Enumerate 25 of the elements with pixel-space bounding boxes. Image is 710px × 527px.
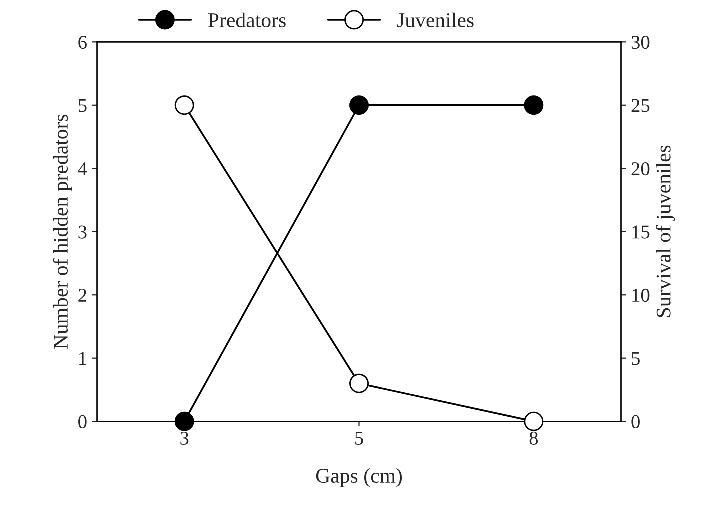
y2-tick-label: 5	[632, 352, 640, 366]
y2-tick-label: 25	[632, 99, 650, 112]
y-tick-label: 5	[78, 99, 87, 112]
x-axis-title: Gaps (cm)	[316, 468, 402, 488]
y-tick-label: 2	[78, 288, 86, 302]
y-tick-label: 6	[78, 36, 87, 50]
y-tick-label: 3	[78, 226, 87, 239]
point	[350, 374, 369, 394]
y-tick-label: 0	[78, 415, 87, 429]
y-axis-title: Number of hidden predators	[53, 114, 72, 350]
point	[174, 96, 194, 116]
y2-tick-label: 10	[632, 288, 650, 302]
point	[524, 412, 544, 432]
y2-tick-label: 15	[632, 226, 650, 239]
y-tick-label: 1	[80, 352, 86, 366]
legend-label: Predators	[208, 12, 286, 28]
y-tick-label: 4	[78, 162, 88, 176]
x-tick-label: 8	[530, 432, 538, 446]
y2-axis-title: Survival of juveniles	[656, 146, 676, 318]
y2-tick-label: 30	[632, 36, 650, 50]
x-tick-label: 5	[356, 432, 364, 446]
y2-tick-label: 0	[632, 415, 640, 429]
x-tick-label: 3	[180, 432, 189, 446]
y2-tick-label: 20	[632, 162, 650, 176]
legend-label: Juveniles	[397, 12, 474, 28]
